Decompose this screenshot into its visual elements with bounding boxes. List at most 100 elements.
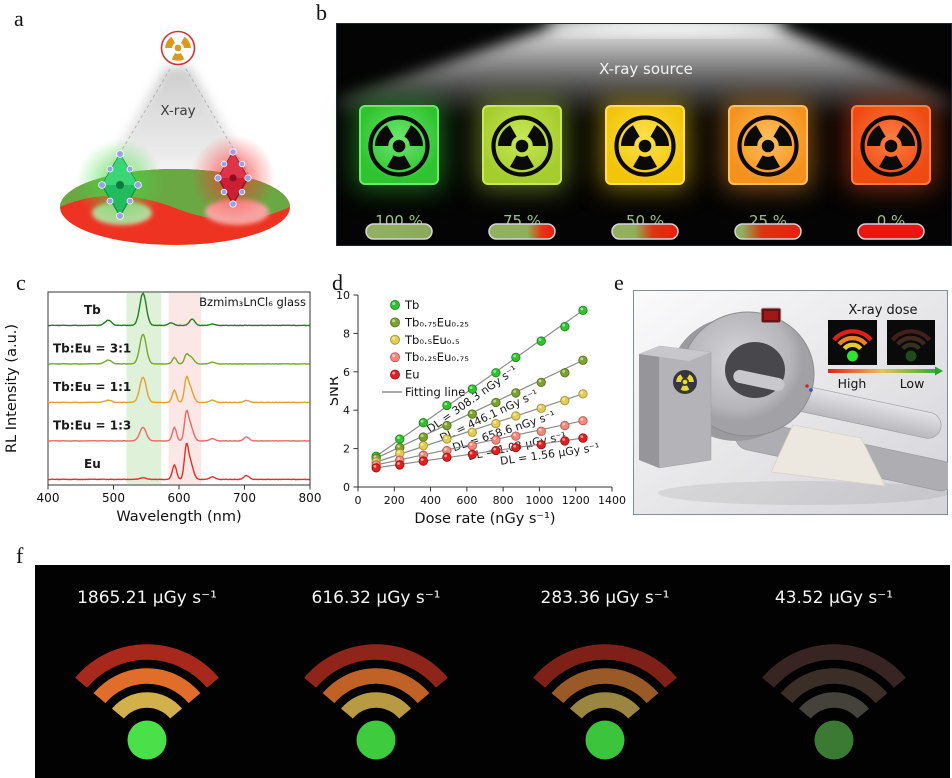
data-point xyxy=(578,305,588,316)
x-tick-label: 400 xyxy=(420,494,441,507)
wifi-dose-indicator xyxy=(75,644,219,760)
wifi-dose-high-icon xyxy=(832,329,873,362)
legend-label: Eu xyxy=(405,368,420,382)
dose-inset: X-ray dose High Low xyxy=(828,303,943,391)
data-point xyxy=(467,409,477,419)
x-tick-label: 800 xyxy=(493,494,514,507)
dose-rate-label: 1865.21 µGy s⁻¹ xyxy=(77,588,217,608)
legend-label: Tb xyxy=(404,298,419,312)
legend-marker xyxy=(390,352,400,363)
data-point xyxy=(560,322,570,332)
wifi-dot xyxy=(127,720,167,760)
green-crystal xyxy=(76,139,164,227)
data-point xyxy=(418,441,428,451)
x-tick-label: 1000 xyxy=(525,494,553,507)
wifi-arc xyxy=(93,668,201,704)
cabinet-radiation-icon xyxy=(673,370,697,394)
series-label: Tb:Eu = 3:1 xyxy=(53,342,131,356)
beam-hotspot xyxy=(546,24,786,35)
wifi-dose-indicator xyxy=(890,329,932,362)
wifi-arc xyxy=(832,329,873,342)
spectrum-curve xyxy=(47,292,310,327)
data-point xyxy=(491,445,501,456)
data-point xyxy=(578,355,588,365)
wifi-arc xyxy=(798,692,870,719)
spectrum-curve xyxy=(47,409,310,442)
data-point xyxy=(491,397,501,408)
radiation-trefoil-icon xyxy=(491,115,553,177)
legend-label: Tb₀.₇₅Eu₀.₂₅ xyxy=(404,315,469,329)
data-point xyxy=(511,411,521,421)
sample-cube-50% xyxy=(605,105,685,185)
dose-gradient-bar xyxy=(488,223,556,240)
x-axis-label: Wavelength (nm) xyxy=(116,509,241,525)
panel-f-photo: 1865.21 µGy s⁻¹ 616.32 µGy s⁻¹ 283.36 µGy … xyxy=(35,565,950,778)
wifi-arc xyxy=(551,668,659,704)
y-tick-label: 2 xyxy=(343,443,350,456)
y-tick-label: 0 xyxy=(343,481,350,494)
xray-source-label: X-ray source xyxy=(599,60,693,78)
wifi-dose-indicator xyxy=(533,644,677,760)
legend-label: Tb₀.₂₅Eu₀.₇₅ xyxy=(404,350,469,364)
data-point xyxy=(491,368,501,378)
panel-b-backdrop: X-ray source xyxy=(337,24,951,118)
data-point xyxy=(467,427,477,437)
data-point xyxy=(371,463,381,473)
panel-c-spectra-chart: 400 500 600 700 800 Wavelength (nm) RL Intensi… xyxy=(4,291,321,525)
radiation-trefoil-icon xyxy=(676,374,694,391)
sample-cube-100% xyxy=(359,105,439,185)
spectrum-curve xyxy=(47,333,310,365)
x-tick-label: 500 xyxy=(102,491,125,505)
xray-label: X-ray xyxy=(160,103,195,119)
panel-d-snr-chart: 0 200 400 600 800 1000 1200 1400 0 2 4 6 8 10 Dose rat… xyxy=(330,289,626,527)
y-axis-label: RL Intensity (a.u.) xyxy=(4,324,20,453)
fitting-line xyxy=(373,437,586,469)
data-point xyxy=(511,431,521,441)
radiation-trefoil-icon xyxy=(165,36,191,61)
wifi-arc xyxy=(780,668,888,704)
fitting-line xyxy=(373,358,586,461)
data-point xyxy=(511,388,521,398)
highlight-band xyxy=(126,293,162,484)
data-point xyxy=(442,420,452,431)
wifi-arc xyxy=(322,668,430,704)
wifi-arc xyxy=(890,329,932,342)
dose-rate-label: 616.32 µGy s⁻¹ xyxy=(312,588,441,608)
legend-marker xyxy=(390,300,400,310)
dose-high-label: High xyxy=(838,376,867,391)
wifi-arc xyxy=(762,644,906,688)
wifi-dose-indicator xyxy=(762,644,906,760)
fitting-line xyxy=(373,419,586,467)
chart-title: Bzmim₃LnCl₆ glass xyxy=(199,295,306,309)
gantry-display-screen xyxy=(764,311,778,320)
dose-low-label: Low xyxy=(900,376,925,391)
data-point xyxy=(560,436,570,446)
wifi-arc xyxy=(75,644,219,688)
series-label: Eu xyxy=(84,457,101,471)
floor-shadow xyxy=(658,481,948,505)
cube-radiation-symbol xyxy=(860,115,922,177)
data-point xyxy=(491,418,501,429)
wifi-dot xyxy=(814,720,854,760)
dose-scale-arrowhead xyxy=(935,366,943,376)
dose-gradient-bar xyxy=(734,223,802,240)
data-point xyxy=(578,389,588,399)
dose-rate-label: 283.36 µGy s⁻¹ xyxy=(541,588,670,608)
dose-rate-label: 43.52 µGy s⁻¹ xyxy=(775,588,893,608)
x-tick-label: 1400 xyxy=(598,494,626,507)
data-point xyxy=(578,416,588,426)
x-tick-label: 0 xyxy=(355,494,362,507)
data-point xyxy=(511,352,521,363)
wifi-arc xyxy=(340,692,412,719)
data-point xyxy=(560,420,570,431)
wifi-dose-indicator xyxy=(304,644,448,760)
data-point xyxy=(560,395,570,406)
dose-gradient-bar xyxy=(365,223,433,240)
data-point xyxy=(418,432,428,442)
wifi-dot xyxy=(356,720,396,760)
radiation-trefoil-icon xyxy=(368,115,430,177)
x-tick-label: 200 xyxy=(384,494,405,507)
data-point xyxy=(511,442,521,453)
data-point xyxy=(395,460,405,470)
panel-a-scheme: X-ray xyxy=(60,30,290,245)
